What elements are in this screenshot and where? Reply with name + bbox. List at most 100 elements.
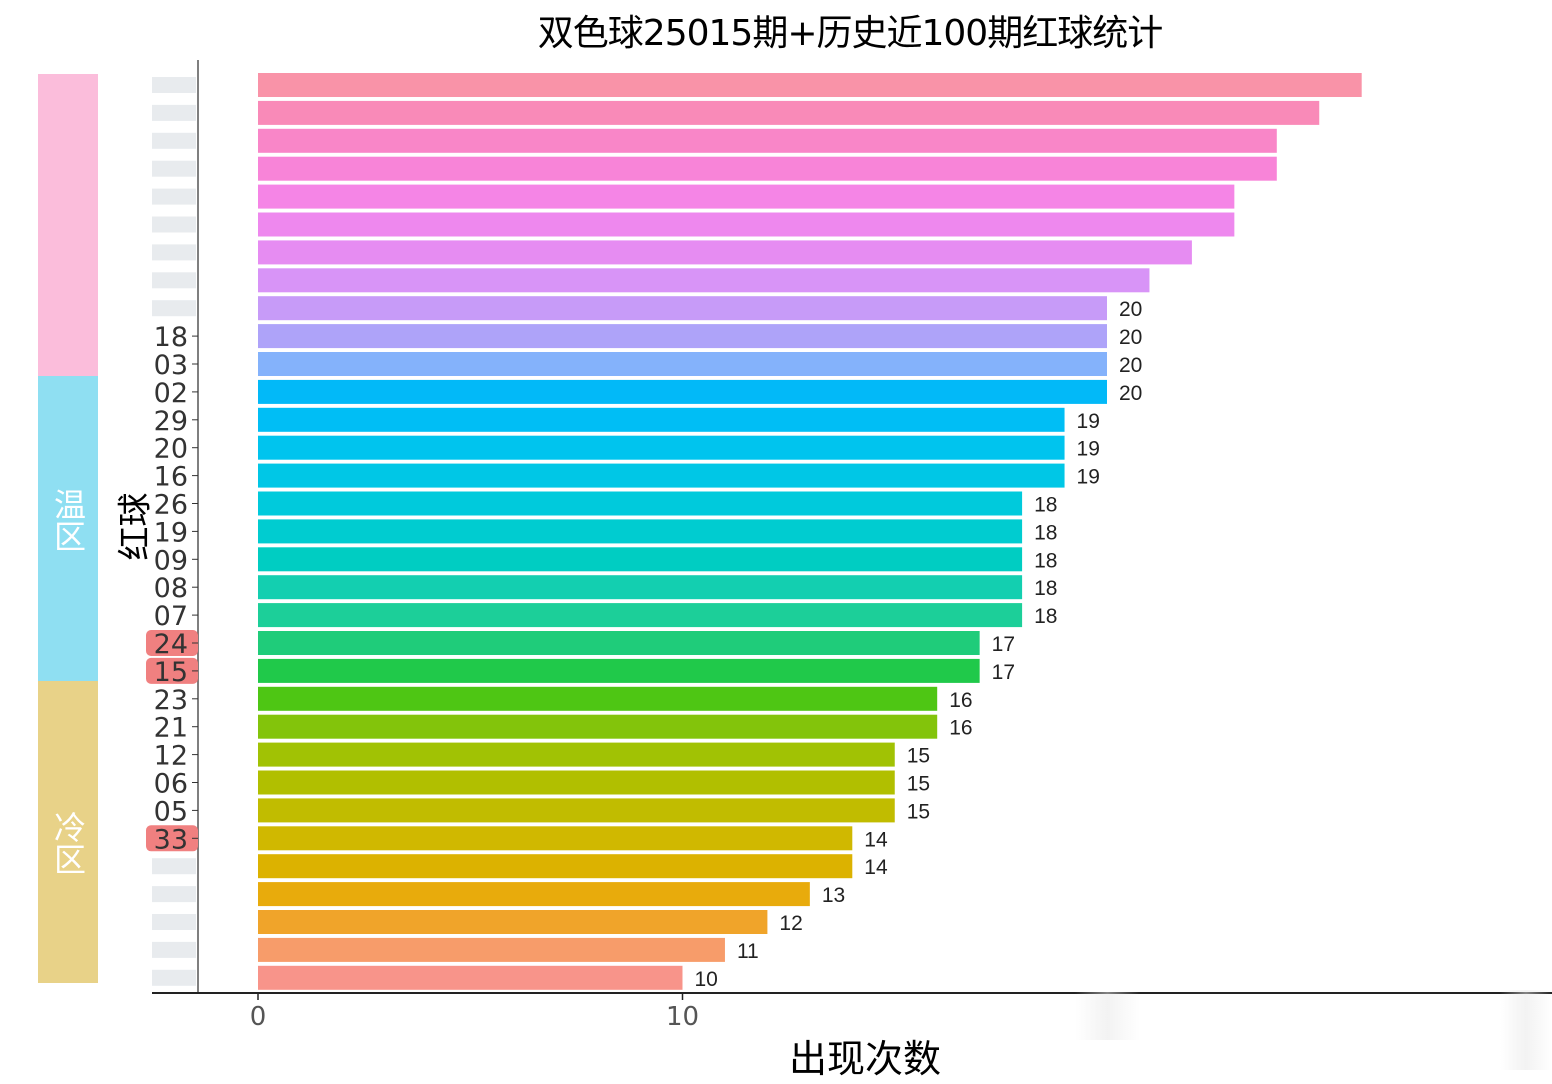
blurred-tick-label — [152, 244, 196, 261]
bar-value-label: 19 — [1077, 466, 1100, 489]
y-tick-label: 33 — [154, 824, 188, 855]
bar — [258, 882, 810, 907]
y-tick-label: 24 — [154, 629, 188, 660]
bar — [258, 686, 938, 711]
bar — [258, 742, 895, 767]
bar-value-label: 19 — [1077, 438, 1100, 461]
bar — [258, 240, 1192, 265]
bar — [258, 296, 1107, 321]
bar — [258, 268, 1150, 293]
bar-value-label: 15 — [907, 745, 930, 768]
blurred-tick-label — [152, 858, 196, 875]
y-tick-label: 06 — [154, 769, 188, 800]
bar-value-label: 18 — [1034, 605, 1057, 628]
bar-value-label: 15 — [907, 773, 930, 796]
bar — [258, 352, 1107, 376]
bar-value-label: 14 — [864, 828, 888, 851]
bar-value-label: 14 — [864, 856, 888, 879]
bar — [258, 324, 1107, 349]
bar — [258, 603, 1023, 628]
bar — [258, 937, 725, 962]
highlight-badge — [146, 825, 198, 852]
y-tick-label: 15 — [154, 657, 188, 688]
cold-zone: 冷区 — [38, 681, 98, 983]
image-artifact — [1500, 990, 1552, 1070]
highlight-badge — [146, 630, 198, 656]
bar — [258, 128, 1277, 153]
bar-value-label: 20 — [1119, 298, 1142, 321]
bar — [258, 100, 1320, 125]
bar — [258, 798, 895, 823]
bar — [258, 910, 768, 934]
blurred-tick-label — [152, 188, 196, 205]
blurred-tick-label — [152, 104, 196, 121]
bar — [258, 826, 853, 851]
y-axis-title: 红球 — [115, 492, 156, 561]
bar — [258, 631, 980, 655]
bar — [258, 519, 1023, 544]
y-tick-label: 26 — [154, 490, 188, 521]
cold-zone-label: 冷区 — [49, 811, 87, 875]
bar-value-label: 20 — [1119, 354, 1142, 377]
blurred-tick-label — [152, 941, 196, 958]
bar — [258, 965, 683, 990]
bar — [258, 658, 980, 683]
bar-value-label: 17 — [992, 661, 1015, 684]
image-artifact — [1075, 992, 1140, 1040]
blurred-tick-label — [152, 77, 196, 93]
bar-value-label: 15 — [907, 800, 930, 823]
bar — [258, 770, 895, 795]
bar-value-label: 13 — [822, 884, 845, 907]
bar — [258, 575, 1023, 600]
bar-value-label: 11 — [737, 940, 759, 963]
blurred-tick-label — [152, 300, 196, 317]
bar-value-label: 16 — [949, 717, 972, 740]
bar — [258, 156, 1277, 181]
bar — [258, 212, 1235, 237]
bar — [258, 547, 1023, 572]
x-axis-title: 出现次数 — [788, 1037, 941, 1081]
blurred-tick-label — [152, 886, 196, 903]
highlight-badge — [146, 657, 198, 684]
bar — [258, 407, 1065, 432]
bar-value-label: 17 — [992, 633, 1015, 656]
blurred-tick-label — [152, 132, 196, 149]
y-tick-label: 05 — [154, 796, 188, 827]
bar-value-label: 18 — [1034, 577, 1057, 600]
bar — [258, 491, 1023, 516]
bar-value-label: 12 — [779, 912, 802, 935]
bar-value-label: 20 — [1119, 382, 1142, 405]
bar-value-label: 16 — [949, 689, 972, 712]
bar-value-label: 19 — [1077, 410, 1100, 433]
y-tick-label: 07 — [154, 601, 188, 632]
x-tick-label: 0 — [250, 1002, 267, 1032]
bar-value-label: 18 — [1034, 494, 1057, 517]
blurred-tick-label — [152, 272, 196, 289]
bar-value-label: 10 — [695, 968, 718, 991]
warm-zone-label: 温区 — [49, 488, 87, 552]
y-tick-label: 08 — [154, 573, 188, 604]
y-tick-label: 16 — [154, 462, 188, 493]
blurred-tick-label — [152, 160, 196, 177]
bar — [258, 714, 938, 739]
blurred-tick-label — [152, 216, 196, 233]
bar-value-label: 18 — [1034, 549, 1057, 572]
bar — [258, 73, 1362, 97]
y-tick-label: 19 — [154, 517, 188, 548]
bar — [258, 435, 1065, 460]
bar-value-label: 20 — [1119, 326, 1142, 349]
y-tick-label: 03 — [154, 350, 188, 381]
y-tick-label: 21 — [154, 713, 188, 744]
y-tick-label: 18 — [154, 322, 188, 353]
bar — [258, 463, 1065, 488]
y-tick-label: 02 — [154, 378, 188, 409]
y-tick-label: 09 — [154, 545, 188, 576]
blurred-tick-label — [152, 969, 196, 986]
bar — [258, 184, 1235, 209]
chart-title: 双色球25015期+历史近100期红球统计 — [537, 13, 1163, 54]
y-tick-label: 23 — [154, 685, 188, 716]
y-tick-label: 20 — [154, 434, 188, 465]
bar-value-label: 18 — [1034, 521, 1057, 544]
y-tick-label: 12 — [154, 741, 188, 772]
